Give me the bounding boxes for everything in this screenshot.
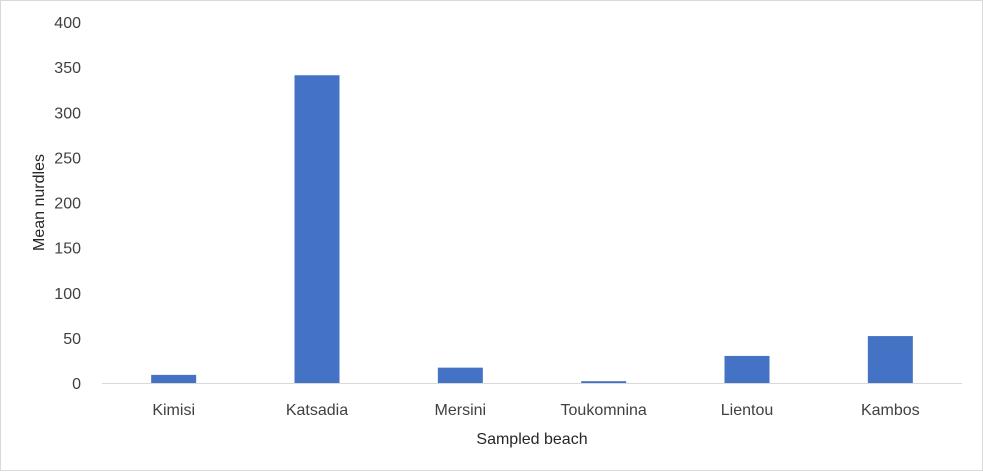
- x-tick-label: Katsadia: [286, 402, 348, 419]
- y-tick-label: 0: [72, 376, 81, 393]
- bars: [151, 75, 913, 383]
- x-axis-title: Sampled beach: [476, 431, 587, 448]
- x-tick-labels: Kimisi Katsadia Mersini Toukomnina Lientou Ka…: [152, 402, 919, 419]
- y-tick-label: 400: [54, 15, 81, 32]
- x-tick-label: Toukomnina: [561, 402, 647, 419]
- bar-katsadia: [294, 75, 340, 383]
- x-tick-label: Lientou: [721, 402, 774, 419]
- y-axis-title: Mean nurdles: [31, 154, 48, 251]
- y-tick-labels: 0 50 100 150 200 250 300 350 400: [54, 15, 81, 393]
- bar-lientou: [724, 355, 770, 383]
- bar-mersini: [437, 367, 483, 383]
- bar-toukomnina: [581, 381, 627, 383]
- y-tick-label: 300: [54, 105, 81, 122]
- y-tick-label: 150: [54, 241, 81, 258]
- y-tick-label: 50: [63, 331, 81, 348]
- bar-kambos: [867, 336, 913, 383]
- x-tick-label: Mersini: [435, 402, 487, 419]
- x-tick-label: Kimisi: [152, 402, 195, 419]
- y-tick-label: 350: [54, 60, 81, 77]
- x-tick-label: Kambos: [861, 402, 920, 419]
- y-tick-label: 100: [54, 286, 81, 303]
- y-tick-label: 250: [54, 150, 81, 167]
- bar-kimisi: [151, 374, 197, 383]
- y-tick-label: 200: [54, 196, 81, 213]
